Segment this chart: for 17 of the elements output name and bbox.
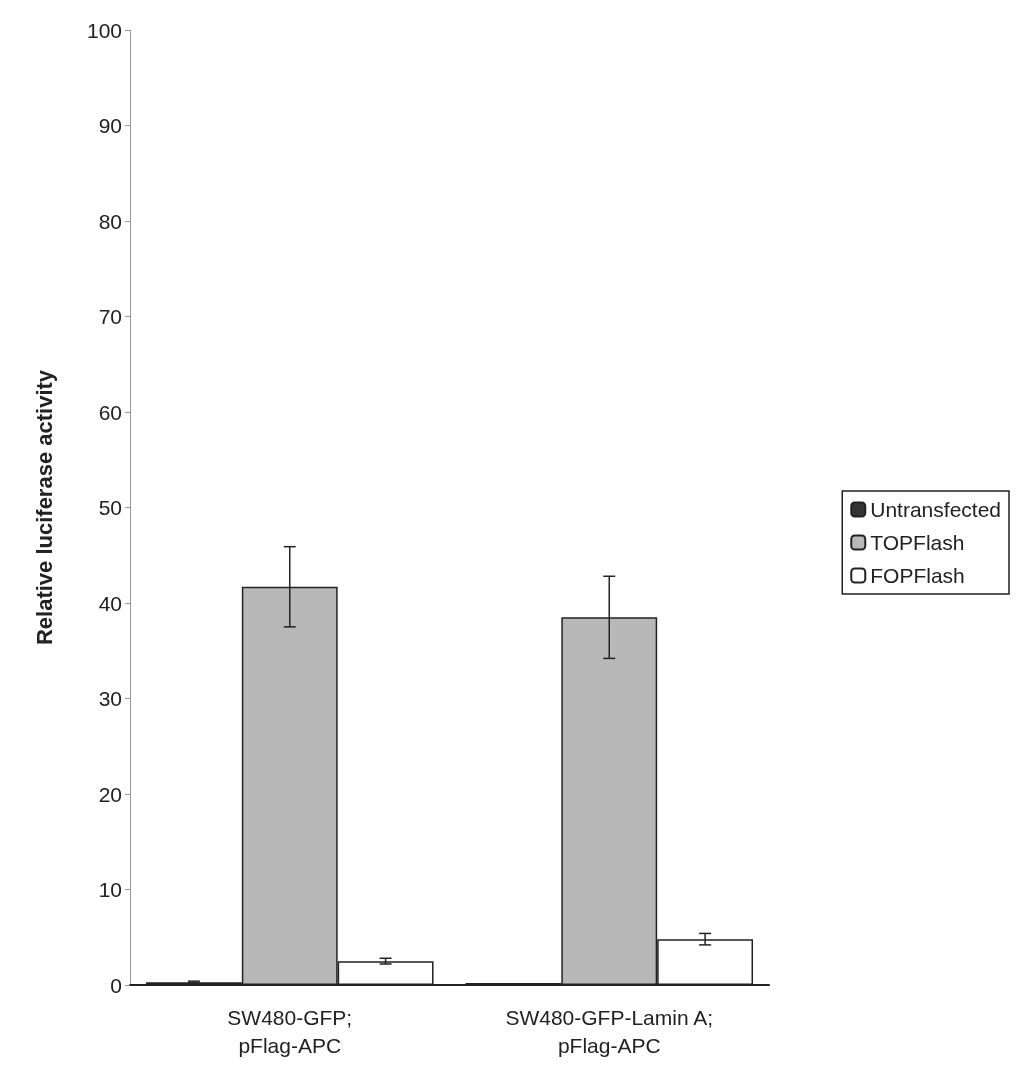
y-tick-label: 60 xyxy=(98,400,122,424)
legend-label: FOPFlash xyxy=(870,564,965,587)
y-tick-label: 80 xyxy=(98,209,122,233)
x-tick-label: SW480-GFP; pFlag-APC xyxy=(227,1005,353,1057)
y-tick-label: 50 xyxy=(98,496,122,519)
y-tick-label: 10 xyxy=(98,878,122,901)
y-axis-title: Relative luciferase activity xyxy=(31,369,57,646)
y-tick-label: 90 xyxy=(98,114,122,137)
legend-label: Untransfected xyxy=(870,498,1002,521)
legend-label: TOPFlash xyxy=(870,531,965,554)
y-tick-label: 70 xyxy=(98,305,122,328)
y-tick-label: 40 xyxy=(98,591,122,615)
x-tick-label: SW480-GFP-Lamin A; pFlag-APC xyxy=(505,1005,714,1057)
y-tick-label: 0 xyxy=(110,973,122,997)
y-tick-label: 100 xyxy=(86,18,122,42)
y-tick-label: 20 xyxy=(98,782,122,806)
y-tick-label: 30 xyxy=(98,687,122,710)
